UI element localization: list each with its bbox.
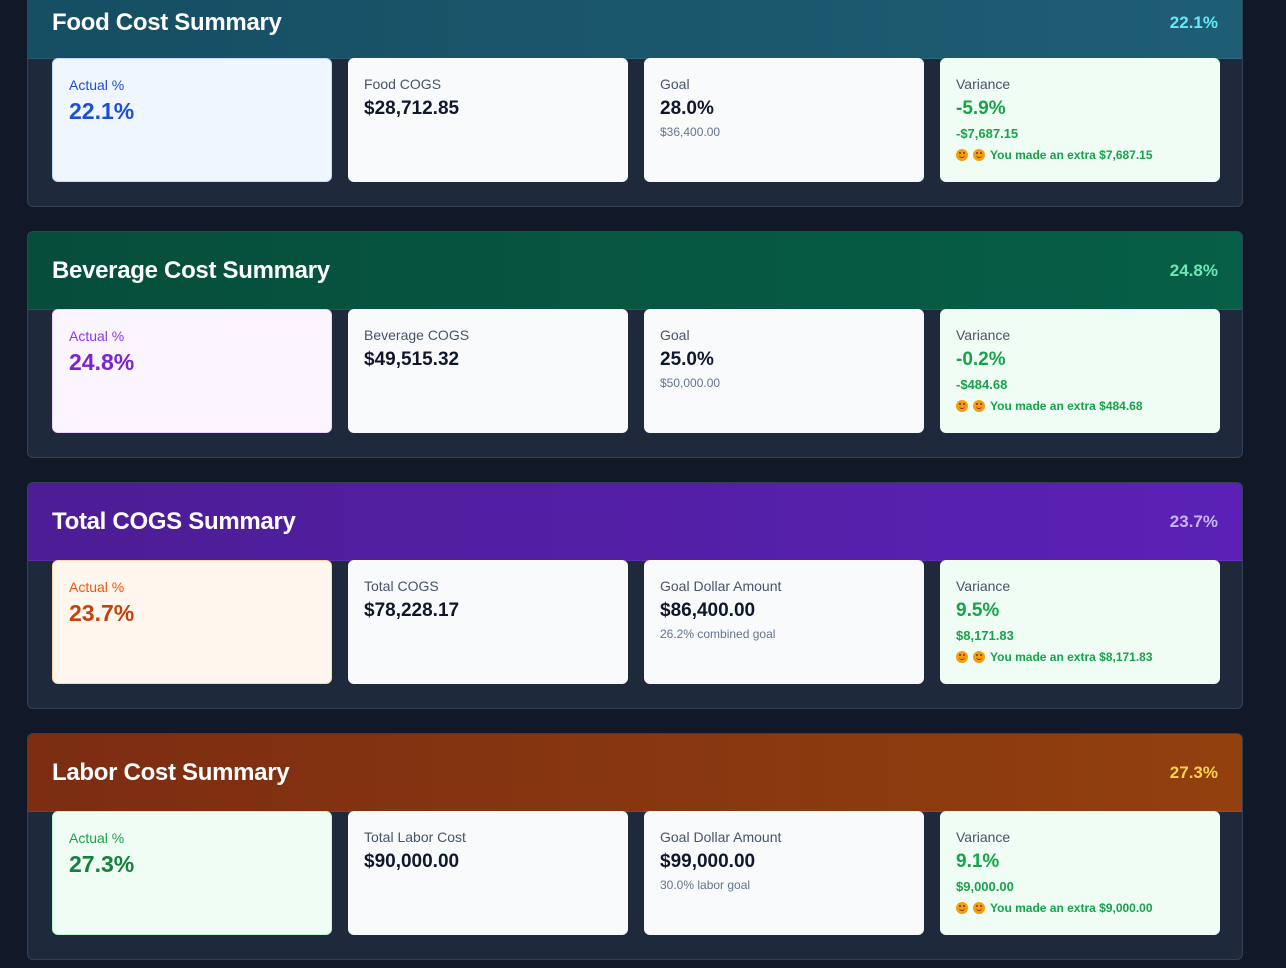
section-header-percent: 22.1% — [1169, 13, 1218, 32]
labor-cost-section: Labor Cost Summary 27.3% Actual % 27.3% … — [27, 733, 1243, 960]
goal-sub: $36,400.00 — [660, 125, 721, 139]
variance-message: You made an extra $484.68 — [956, 399, 1204, 413]
variance-message: You made an extra $8,171.83 — [956, 650, 1204, 664]
actual-value: 23.7% — [69, 600, 135, 626]
cogs-value: $78,228.17 — [364, 600, 460, 621]
goal-label: Goal — [660, 327, 690, 343]
metric-cards: Actual % 23.7% Total COGS $78,228.17 Goa… — [52, 560, 1220, 684]
smiley-icon — [973, 149, 985, 161]
variance-label: Variance — [956, 578, 1011, 594]
actual-label: Actual % — [69, 830, 125, 846]
total-cogs-section: Total COGS Summary 23.7% Actual % 23.7% … — [27, 482, 1243, 709]
variance-card: Variance 9.5% $8,171.83 You made an extr… — [940, 560, 1220, 684]
variance-label: Variance — [956, 327, 1011, 343]
variance-message-text: You made an extra $484.68 — [990, 399, 1143, 413]
smiley-icon — [956, 400, 968, 412]
smiley-icon — [973, 902, 985, 914]
section-header-percent: 24.8% — [1169, 260, 1218, 280]
variance-value: -5.9% — [956, 98, 1006, 119]
cogs-label: Total Labor Cost — [364, 829, 466, 845]
actual-percent-card: Actual % 24.8% — [52, 309, 332, 433]
variance-amount: $8,171.83 — [956, 628, 1014, 643]
metric-cards: Actual % 22.1% Food COGS $28,712.85 Goal… — [52, 58, 1220, 182]
goal-card: Goal Dollar Amount $99,000.00 30.0% labo… — [644, 811, 924, 935]
smiley-icon — [973, 651, 985, 663]
goal-card: Goal 28.0% $36,400.00 — [644, 58, 924, 182]
actual-value: 27.3% — [69, 851, 135, 877]
actual-value: 24.8% — [69, 349, 135, 375]
variance-card: Variance -0.2% -$484.68 You made an extr… — [940, 309, 1220, 433]
cogs-value: $28,712.85 — [364, 98, 460, 119]
actual-percent-card: Actual % 27.3% — [52, 811, 332, 935]
goal-value: 25.0% — [660, 349, 714, 370]
cogs-label: Food COGS — [364, 76, 442, 92]
cogs-card: Total Labor Cost $90,000.00 — [348, 811, 628, 935]
goal-value: $99,000.00 — [660, 851, 756, 872]
section-title: Beverage Cost Summary — [52, 256, 330, 284]
goal-sub: 26.2% combined goal — [660, 627, 776, 641]
goal-sub: $50,000.00 — [660, 376, 721, 390]
section-header: Labor Cost Summary 27.3% — [28, 734, 1242, 812]
goal-card: Goal Dollar Amount $86,400.00 26.2% comb… — [644, 560, 924, 684]
variance-card: Variance 9.1% $9,000.00 You made an extr… — [940, 811, 1220, 935]
cogs-card: Total COGS $78,228.17 — [348, 560, 628, 684]
variance-message-text: You made an extra $7,687.15 — [990, 148, 1153, 162]
smiley-icon — [956, 651, 968, 663]
variance-value: 9.5% — [956, 600, 1000, 621]
actual-percent-card: Actual % 22.1% — [52, 58, 332, 182]
actual-percent-card: Actual % 23.7% — [52, 560, 332, 684]
actual-label: Actual % — [69, 579, 125, 595]
variance-amount: $9,000.00 — [956, 879, 1014, 894]
section-header: Food Cost Summary 22.1% — [28, 0, 1242, 59]
variance-message-text: You made an extra $9,000.00 — [990, 901, 1153, 915]
cogs-value: $90,000.00 — [364, 851, 460, 872]
beverage-cost-section: Beverage Cost Summary 24.8% Actual % 24.… — [27, 231, 1243, 458]
goal-sub: 30.0% labor goal — [660, 878, 751, 892]
smiley-icon — [973, 400, 985, 412]
goal-value: 28.0% — [660, 98, 714, 119]
goal-value: $86,400.00 — [660, 600, 756, 621]
cogs-label: Total COGS — [364, 578, 439, 594]
goal-label: Goal Dollar Amount — [660, 829, 782, 845]
variance-amount: -$7,687.15 — [956, 126, 1019, 141]
variance-card: Variance -5.9% -$7,687.15 You made an ex… — [940, 58, 1220, 182]
section-header-percent: 27.3% — [1169, 762, 1218, 782]
actual-label: Actual % — [69, 328, 125, 344]
variance-value: 9.1% — [956, 851, 1000, 872]
cogs-card: Food COGS $28,712.85 — [348, 58, 628, 182]
variance-label: Variance — [956, 829, 1011, 845]
metric-cards: Actual % 24.8% Beverage COGS $49,515.32 … — [52, 309, 1220, 433]
smiley-icon — [956, 149, 968, 161]
section-title: Food Cost Summary — [52, 9, 282, 36]
cogs-card: Beverage COGS $49,515.32 — [348, 309, 628, 433]
variance-label: Variance — [956, 76, 1011, 92]
goal-label: Goal — [660, 76, 690, 92]
actual-label: Actual % — [69, 77, 125, 93]
section-title: Labor Cost Summary — [52, 758, 290, 786]
smiley-icon — [956, 902, 968, 914]
variance-message: You made an extra $9,000.00 — [956, 901, 1204, 915]
metric-cards: Actual % 27.3% Total Labor Cost $90,000.… — [52, 811, 1220, 935]
variance-value: -0.2% — [956, 349, 1006, 370]
section-header: Total COGS Summary 23.7% — [28, 483, 1242, 561]
food-cost-section: Food Cost Summary 22.1% Actual % 22.1% F… — [27, 0, 1243, 207]
variance-amount: -$484.68 — [956, 377, 1008, 392]
section-header: Beverage Cost Summary 24.8% — [28, 232, 1242, 310]
cogs-label: Beverage COGS — [364, 327, 470, 343]
section-header-percent: 23.7% — [1169, 511, 1218, 531]
goal-card: Goal 25.0% $50,000.00 — [644, 309, 924, 433]
cogs-value: $49,515.32 — [364, 349, 460, 370]
goal-label: Goal Dollar Amount — [660, 578, 782, 594]
section-title: Total COGS Summary — [52, 507, 296, 535]
variance-message: You made an extra $7,687.15 — [956, 148, 1204, 162]
actual-value: 22.1% — [69, 98, 135, 124]
variance-message-text: You made an extra $8,171.83 — [990, 650, 1153, 664]
